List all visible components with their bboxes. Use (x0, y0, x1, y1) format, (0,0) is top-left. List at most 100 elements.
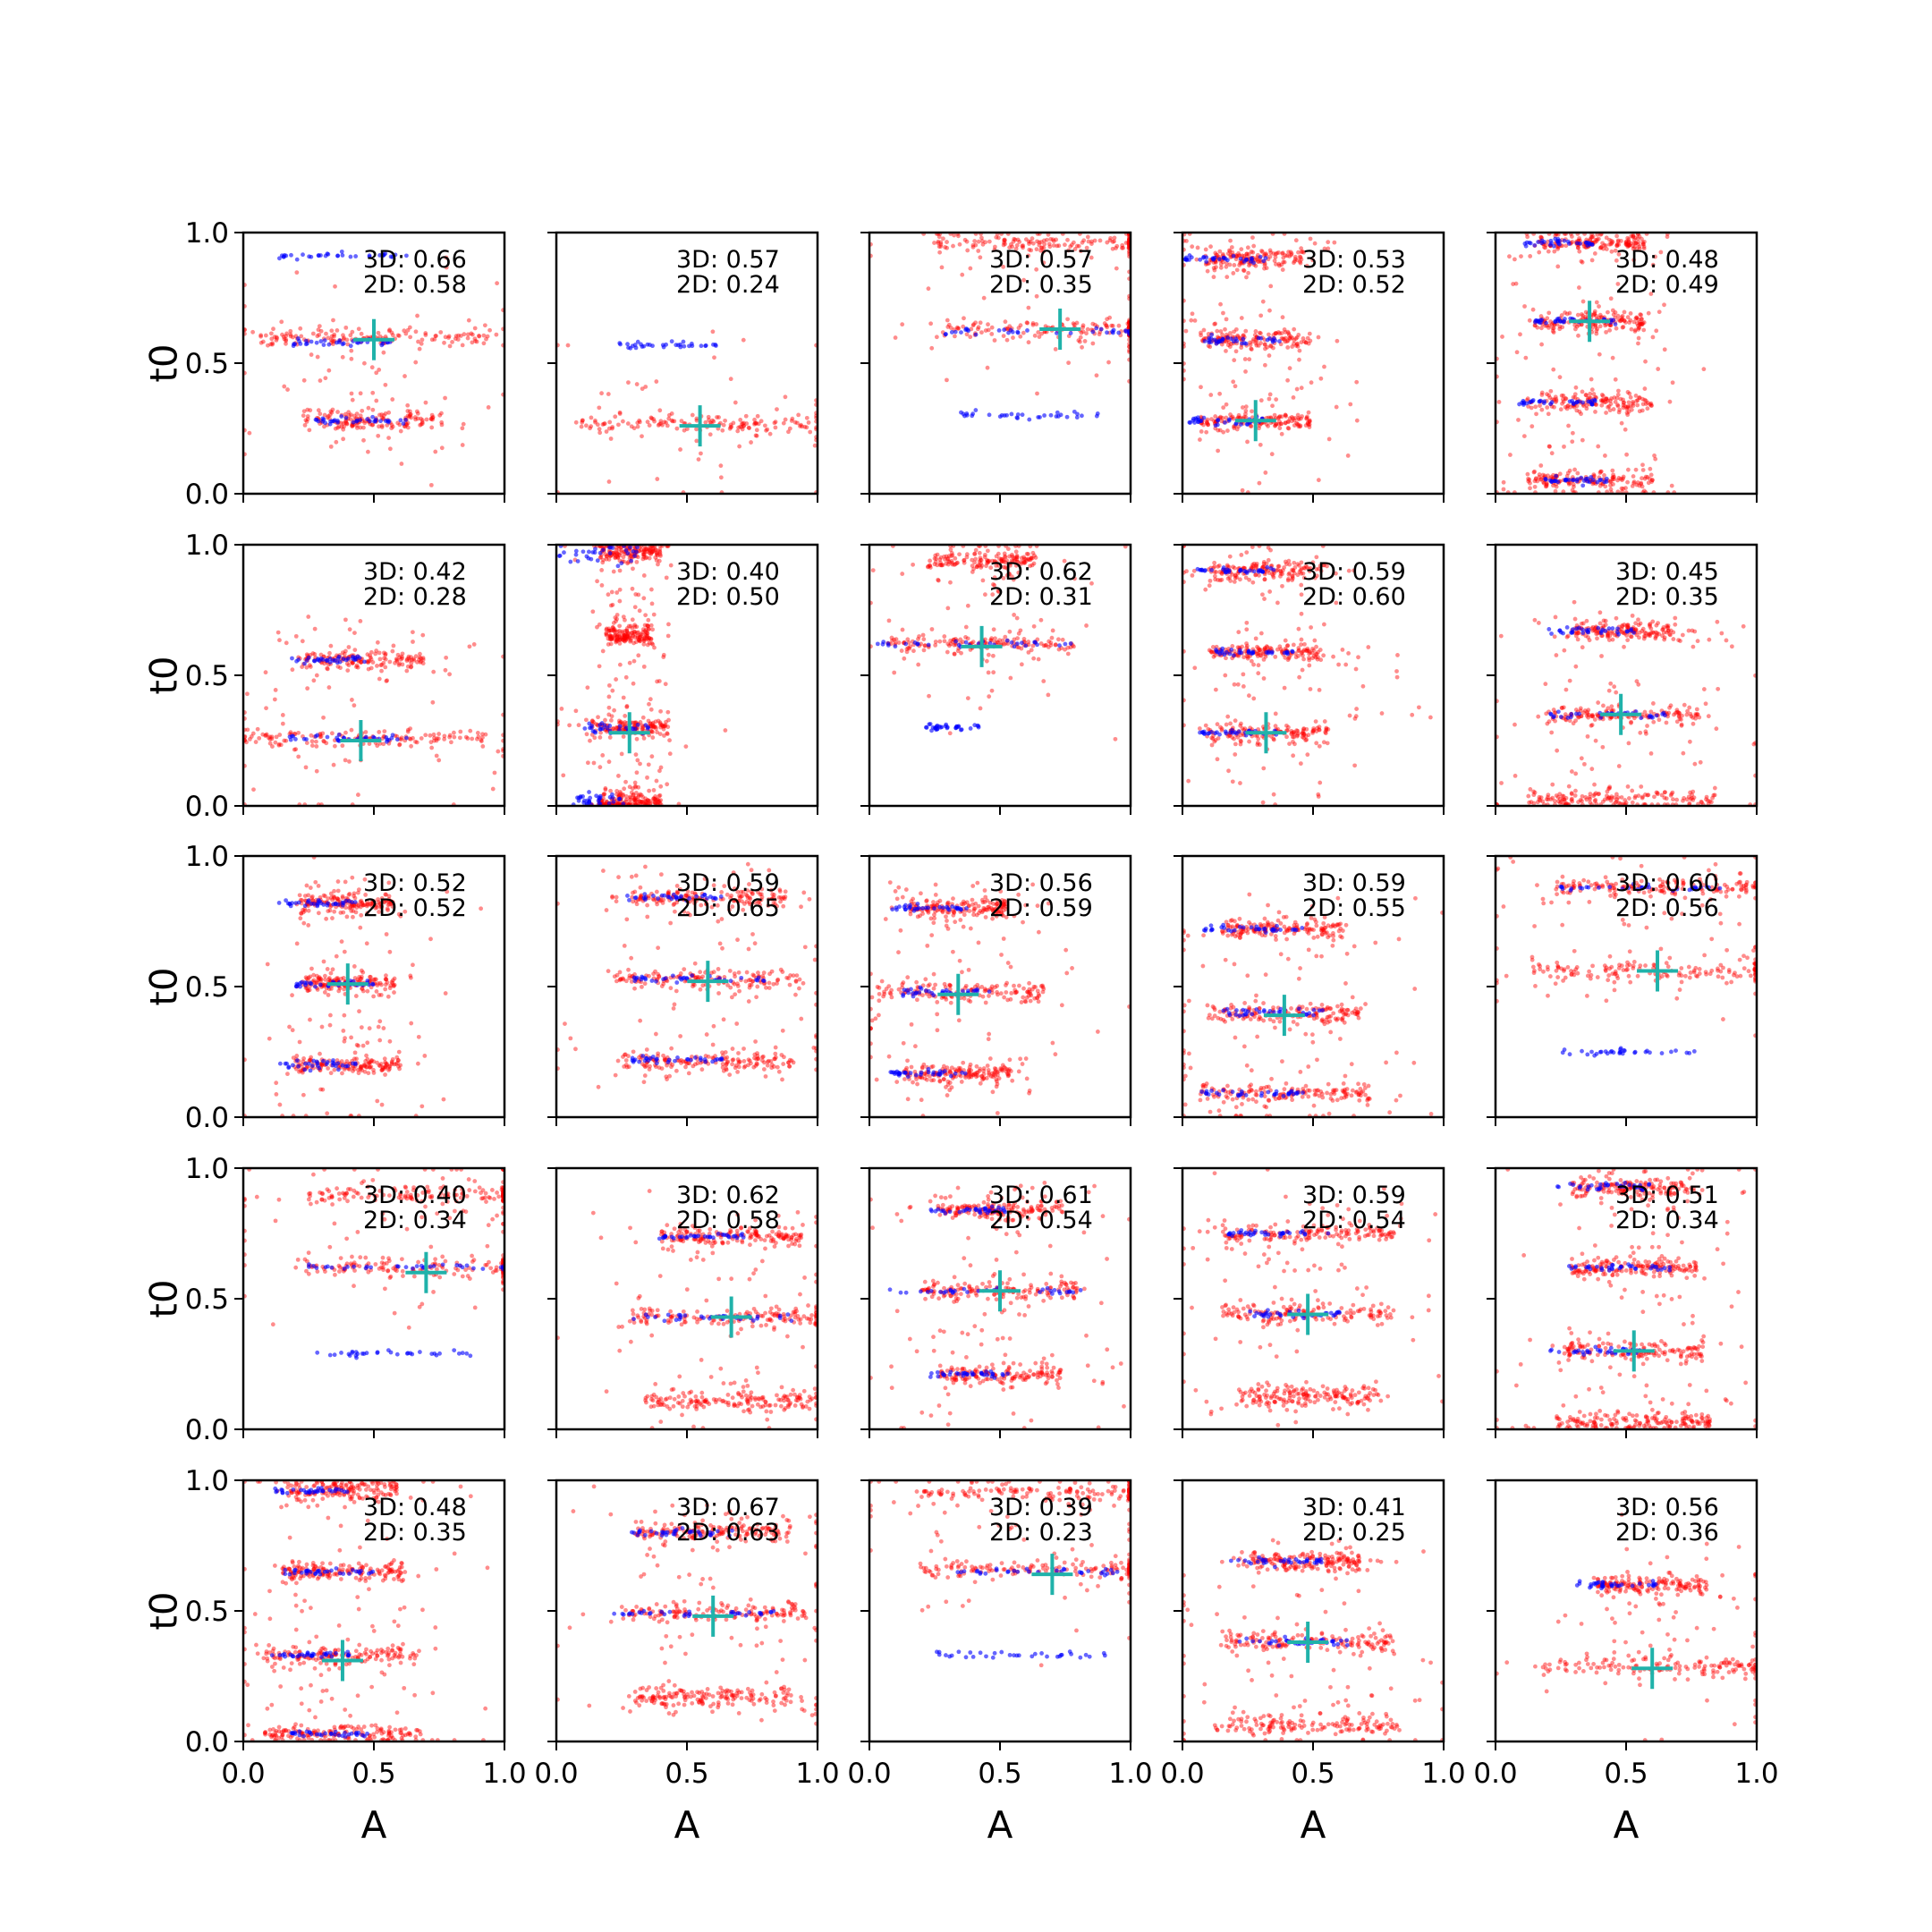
sample-point (1636, 341, 1640, 346)
sample-point (1565, 470, 1571, 476)
sample-point (636, 592, 641, 597)
sample-point (754, 433, 759, 438)
sample-point (647, 423, 652, 428)
sample-point (959, 650, 963, 656)
sample-point (606, 712, 612, 717)
sample-point (1205, 420, 1209, 426)
sample-point (669, 411, 674, 416)
sample-point (1258, 258, 1263, 263)
panel-points (1496, 233, 1707, 494)
sample-point (343, 730, 348, 735)
sample-point (1645, 406, 1650, 411)
sample-point (1629, 407, 1634, 412)
sample-point (626, 623, 631, 629)
sample-point (267, 741, 273, 746)
sample-point (740, 421, 744, 427)
sample-point (1243, 404, 1249, 410)
sample-point (405, 727, 411, 733)
sample-point (625, 632, 631, 638)
sample-point (375, 640, 380, 645)
sample-point (1287, 741, 1292, 747)
sample-point (617, 637, 623, 642)
sample-point (804, 425, 809, 430)
sample-point (1285, 329, 1291, 335)
sample-point (1090, 321, 1096, 326)
sample-point (1084, 331, 1089, 336)
sample-point (1006, 571, 1012, 576)
sample-point (367, 658, 372, 664)
sample-point (1076, 243, 1081, 249)
sample-point (1280, 583, 1284, 589)
sample-point (1265, 344, 1270, 350)
sample-point (322, 661, 327, 666)
chain-point (357, 656, 362, 660)
sample-point (1307, 419, 1312, 424)
sample-point (1563, 404, 1568, 410)
sample-point (634, 624, 640, 630)
sample-point (1216, 736, 1221, 741)
sample-point (333, 426, 338, 431)
sample-point (1599, 393, 1605, 397)
sample-point (665, 782, 670, 787)
sample-point (382, 650, 386, 656)
sample-point (611, 726, 616, 731)
sample-point (655, 730, 660, 735)
sample-point (1640, 242, 1646, 247)
sample-point (1608, 487, 1614, 492)
sample-point (270, 342, 275, 347)
sample-point (1591, 472, 1597, 478)
sample-point (1051, 243, 1056, 248)
sample-point (1589, 258, 1595, 263)
chain-point (1227, 417, 1232, 422)
sample-point (1026, 253, 1031, 258)
sample-point (624, 633, 630, 639)
sample-point (1268, 343, 1274, 349)
sample-point (332, 743, 337, 749)
panel-points (1182, 233, 1360, 494)
sample-point (622, 638, 627, 643)
sample-point (245, 727, 250, 733)
sample-point (614, 636, 620, 641)
sample-point (1292, 571, 1297, 576)
sample-point (1309, 656, 1315, 661)
sample-point (1557, 324, 1563, 329)
sample-point (1290, 576, 1295, 580)
chain-point (595, 558, 600, 564)
sample-point (645, 775, 649, 780)
sample-point (381, 660, 386, 665)
chain-point (1547, 242, 1553, 248)
sample-point (947, 560, 953, 564)
sample-point (268, 342, 274, 347)
sample-point (1310, 729, 1316, 734)
sample-point (1326, 246, 1331, 251)
chain-point (365, 417, 370, 422)
sample-point (649, 549, 655, 555)
sample-point (1528, 254, 1533, 258)
sample-point (633, 592, 639, 597)
sample-point (430, 415, 436, 419)
chain-point (945, 724, 950, 730)
sample-point (1238, 260, 1242, 266)
sample-point (1278, 573, 1283, 579)
chain-point (315, 733, 320, 738)
sample-point (1307, 651, 1311, 657)
sample-point (1250, 564, 1256, 569)
sample-point (458, 729, 463, 734)
sample-point (1548, 319, 1553, 324)
sample-point (269, 736, 275, 741)
sample-point (907, 646, 912, 651)
sample-point (402, 374, 407, 378)
panel-points (556, 329, 818, 494)
sample-point (612, 552, 617, 557)
sample-point (637, 639, 642, 644)
sample-point (1026, 340, 1031, 345)
sample-point (599, 567, 605, 572)
sample-point (1028, 239, 1033, 244)
sample-point (1640, 462, 1645, 468)
sample-point (1217, 428, 1223, 433)
sample-point (377, 424, 381, 429)
sample-point (799, 422, 803, 428)
sample-point (1557, 375, 1563, 380)
sample-point (1120, 245, 1124, 250)
chain-point (938, 724, 943, 730)
